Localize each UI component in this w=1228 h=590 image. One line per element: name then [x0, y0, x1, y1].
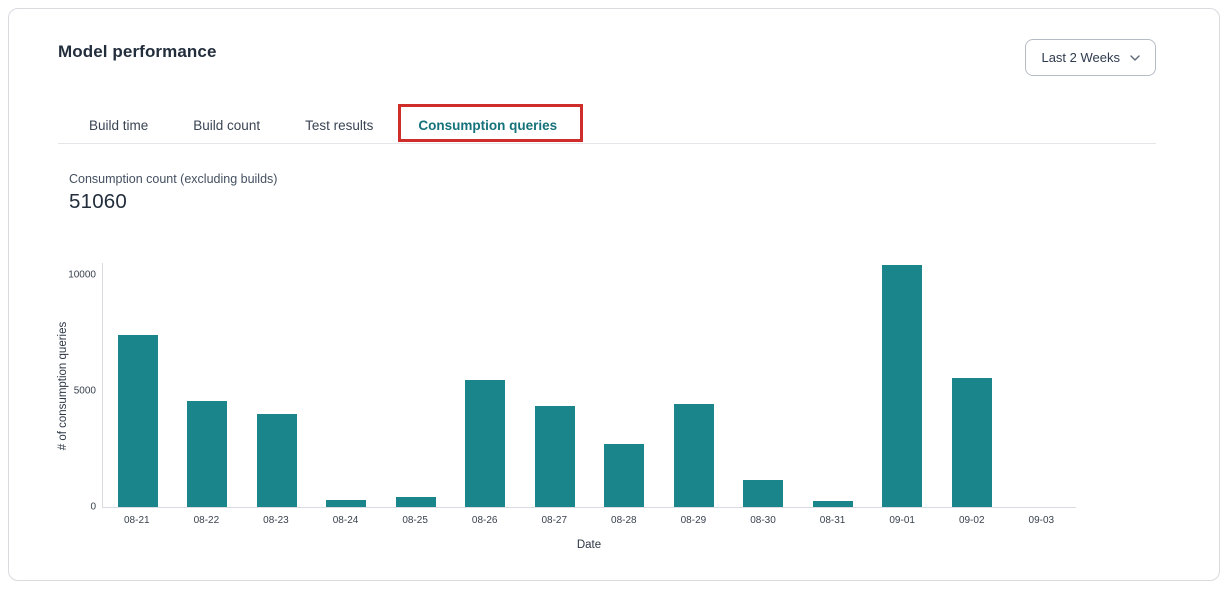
y-axis-tick-label: 0	[90, 501, 96, 513]
bar-08-29[interactable]	[673, 403, 714, 507]
bar-slot	[381, 263, 451, 507]
bar-08-31[interactable]	[812, 501, 853, 507]
plot-area: 0 5000 10000	[68, 263, 1076, 513]
x-axis-tick-label: 09-01	[889, 515, 915, 526]
tab-test-results[interactable]: Test results	[305, 118, 374, 133]
y-axis-tick-label: 5000	[73, 385, 96, 397]
period-selector-label: Last 2 Weeks	[1041, 50, 1120, 65]
bar-slot	[868, 263, 938, 507]
bar-slot	[451, 263, 521, 507]
y-axis-tick-label: 10000	[68, 269, 96, 281]
metric-summary: Consumption count (excluding builds) 510…	[69, 172, 277, 214]
x-axis-tick-label: 08-24	[332, 515, 359, 526]
metric-label: Consumption count (excluding builds)	[69, 172, 278, 186]
metric-value: 51060	[69, 190, 128, 213]
bar-slot	[103, 263, 173, 507]
x-axis-tick-label: 08-31	[819, 515, 846, 526]
tab-build-time[interactable]: Build time	[89, 118, 149, 133]
bar-series	[103, 263, 1076, 507]
tab-consumption-queries[interactable]: Consumption queries	[418, 118, 558, 133]
x-axis-tick-label: 08-23	[263, 515, 289, 526]
bar-08-24[interactable]	[326, 500, 367, 507]
page-title: Model performance	[58, 42, 217, 61]
bar-slot	[659, 263, 729, 507]
bar-08-27[interactable]	[534, 405, 575, 507]
bar-slot	[1007, 263, 1077, 507]
bar-slot	[937, 263, 1007, 507]
bar-09-02[interactable]	[951, 377, 992, 507]
x-axis-tick-label: 08-21	[124, 515, 150, 526]
model-performance-card: Model performance Last 2 Weeks Build tim…	[8, 8, 1220, 581]
x-axis-tick-label: 08-26	[471, 515, 498, 526]
bar-slot	[798, 263, 868, 507]
x-axis-tick-label: 09-03	[1028, 515, 1055, 526]
bar-09-01[interactable]	[882, 264, 923, 507]
x-axis-tick-label: 08-25	[402, 515, 428, 526]
x-axis-tick-label: 08-28	[611, 515, 637, 526]
x-axis-tick-label: 08-22	[193, 515, 220, 526]
x-axis-ticks: 08-21 08-22 08-23 08-24 08-25 08-26 08-27 08-28…	[102, 515, 1076, 526]
y-axis-title: # of consumption queries	[57, 321, 69, 451]
x-axis-tick-label: 08-30	[750, 515, 776, 526]
x-axis-title: Date	[576, 539, 602, 551]
bar-08-21[interactable]	[117, 335, 158, 507]
bar-08-30[interactable]	[743, 480, 784, 507]
x-axis-tick-label: 09-02	[958, 515, 985, 526]
bar-slot	[173, 263, 243, 507]
bar-08-28[interactable]	[604, 444, 645, 507]
bar-08-26[interactable]	[465, 380, 506, 507]
bar-slot	[590, 263, 660, 507]
bar-slot	[729, 263, 799, 507]
chevron-down-icon	[1130, 54, 1140, 61]
bar-slot	[312, 263, 382, 507]
period-selector-dropdown[interactable]: Last 2 Weeks	[1025, 39, 1156, 76]
bar-slot	[242, 263, 312, 507]
tab-build-count[interactable]: Build count	[193, 118, 261, 133]
bar-08-22[interactable]	[187, 401, 228, 507]
x-axis-tick-label: 08-29	[680, 515, 707, 526]
bar-08-25[interactable]	[395, 496, 436, 507]
bar-slot	[520, 263, 590, 507]
bar-08-23[interactable]	[256, 413, 297, 507]
tab-bar: Build time Build count Test results Cons…	[58, 108, 1156, 144]
x-axis-tick-label: 08-27	[541, 515, 568, 526]
